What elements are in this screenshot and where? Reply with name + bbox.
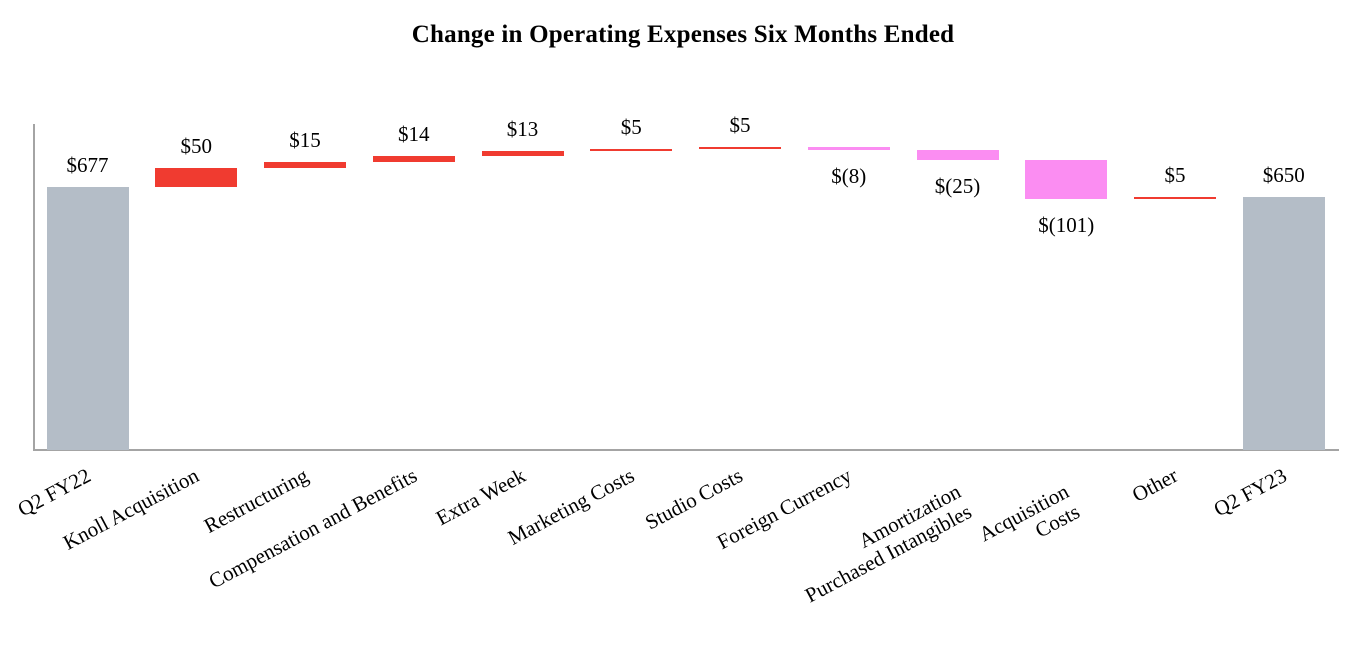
category-label-other: Other: [1128, 463, 1182, 507]
value-label-foreign-currency: $(8): [831, 164, 867, 189]
waterfall-bar-other: [1134, 197, 1216, 200]
waterfall-bar-knoll-acquisition: [155, 167, 238, 187]
category-label-extra-week: Extra Week: [431, 463, 530, 531]
waterfall-bar-q2-fy23: [1242, 197, 1325, 450]
y-axis-line: [33, 124, 35, 451]
category-label-compensation-and-benefits: Compensation and Benefits: [204, 463, 421, 594]
value-label-q2-fy22: $677: [66, 153, 109, 177]
value-label-amortization-purchased-intangibles: $(25): [934, 174, 981, 199]
waterfall-bar-studio-costs: [699, 147, 781, 150]
value-label-acquisition-costs: $(101): [1038, 213, 1095, 238]
category-label-q2-fy23: Q2 FY23: [1209, 463, 1291, 522]
x-axis-line: [33, 449, 1339, 451]
value-label-compensation-and-benefits: $14: [398, 122, 430, 147]
category-label-q2-fy22: Q2 FY22: [13, 463, 95, 522]
value-label-knoll-acquisition: $50: [180, 133, 213, 158]
value-label-other: $5: [1164, 163, 1186, 188]
category-label-acquisition-costs: Acquisition Costs: [975, 479, 1084, 547]
waterfall-bar-q2-fy22: [46, 187, 129, 450]
value-label-q2-fy23: $650: [1262, 163, 1305, 188]
waterfall-bar-acquisition-costs: [1025, 160, 1108, 200]
waterfall-bar-compensation-and-benefits: [372, 156, 455, 162]
value-label-studio-costs: $5: [729, 113, 751, 138]
waterfall-bar-restructuring: [264, 161, 346, 168]
waterfall-bar-marketing-costs: [590, 149, 673, 152]
value-label-extra-week: $13: [506, 117, 539, 142]
value-label-restructuring: $15: [289, 127, 321, 152]
waterfall-bar-amortization-purchased-intangibles: [916, 150, 999, 161]
value-label-marketing-costs: $5: [620, 115, 642, 140]
chart-title: Change in Operating Expenses Six Months …: [411, 21, 955, 48]
waterfall-bar-foreign-currency: [807, 147, 890, 151]
waterfall-bar-extra-week: [481, 151, 564, 157]
